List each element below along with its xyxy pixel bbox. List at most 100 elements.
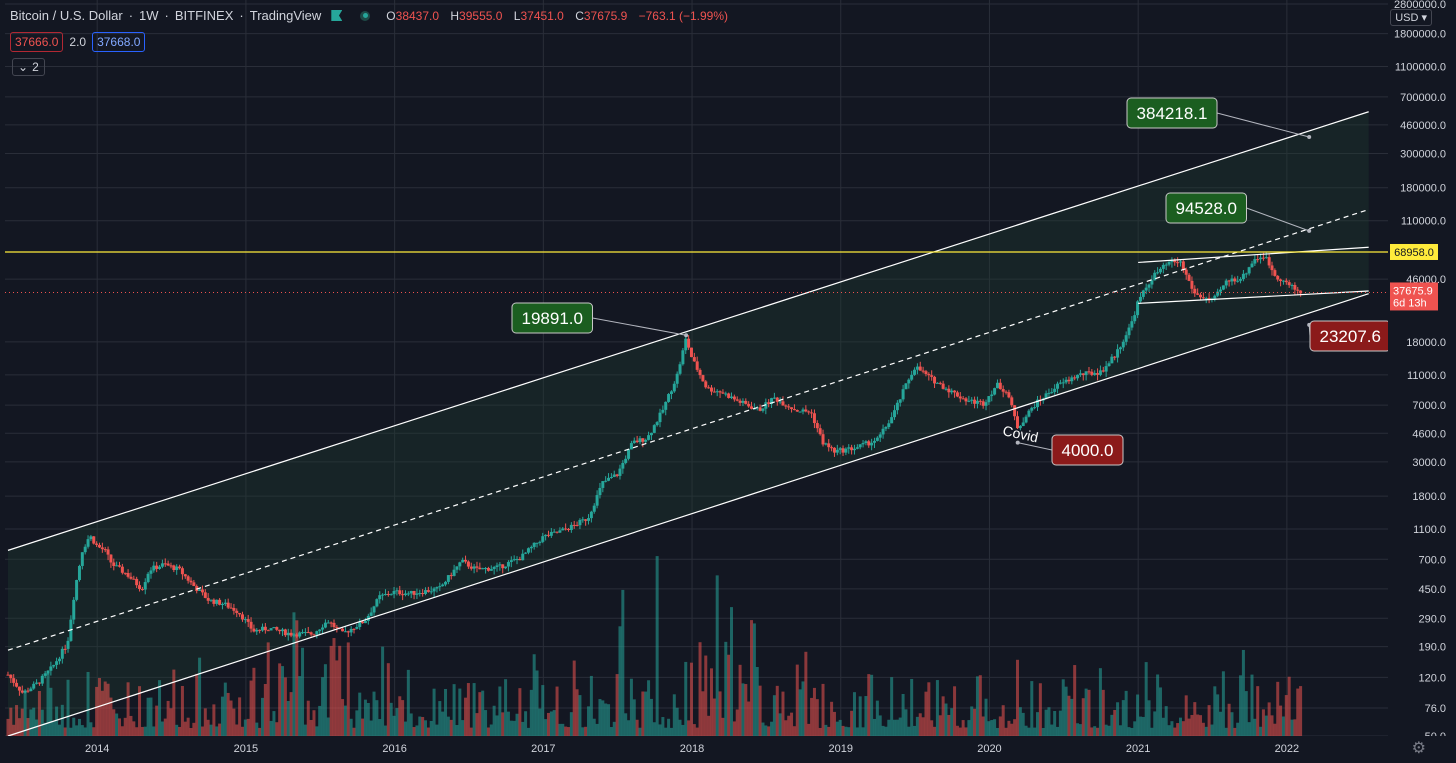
- volume-bar: [1050, 724, 1054, 736]
- candle-body: [1127, 327, 1131, 336]
- volume-bar: [478, 692, 482, 736]
- volume-bar: [401, 700, 405, 736]
- candle-body: [478, 567, 482, 570]
- volume-bar: [398, 696, 402, 736]
- callout-point: [684, 333, 689, 338]
- volume-bar: [578, 695, 582, 736]
- candle-body: [26, 690, 30, 692]
- volume-bar: [781, 691, 785, 736]
- candle-body: [1219, 289, 1223, 292]
- volume-bar: [715, 575, 719, 736]
- volume-bar: [692, 724, 696, 736]
- candle-body: [664, 401, 668, 410]
- candle-body: [1073, 377, 1077, 379]
- volume-bar: [1073, 665, 1077, 736]
- volume-bar: [564, 726, 568, 736]
- volume-bar: [1116, 702, 1120, 736]
- volume-bar: [1096, 727, 1100, 736]
- candle-body: [795, 409, 799, 412]
- symbol-name[interactable]: Bitcoin / U.S. Dollar: [10, 8, 123, 23]
- grid-lines: [5, 0, 1388, 737]
- callout-label: 4000.0: [1062, 441, 1114, 460]
- volume-bar: [747, 701, 751, 736]
- volume-bar: [875, 700, 879, 736]
- candle-body: [169, 565, 173, 567]
- ask-button[interactable]: 37668.0: [92, 32, 146, 52]
- volume-bar: [172, 669, 176, 736]
- candle-body: [635, 440, 639, 443]
- candle-body: [372, 606, 376, 613]
- indicator-toggle[interactable]: ⌄ 2: [12, 58, 45, 76]
- candle-body: [738, 400, 742, 403]
- volume-bar: [689, 662, 693, 736]
- volume-bar: [1018, 707, 1022, 736]
- candle-body: [252, 628, 256, 632]
- candle-body: [1221, 285, 1225, 290]
- ohlc-values: O38437.0 H39555.0 L37451.0 C37675.9 −763…: [386, 8, 729, 23]
- time-tick-label: 2016: [382, 743, 406, 755]
- candle-body: [526, 548, 530, 553]
- price-axis[interactable]: 50.076.0120.0190.0290.0450.0700.01100.01…: [1388, 0, 1456, 763]
- time-axis[interactable]: 2014 2015 2016 2017 2018 2019 2020 2021 2022: [0, 736, 1456, 763]
- candle-body: [944, 388, 948, 390]
- market-status-icon[interactable]: [360, 10, 371, 21]
- spread-value: 2.0: [69, 35, 87, 49]
- candle-body: [301, 632, 305, 634]
- volume-bar: [695, 727, 699, 736]
- candle-body: [240, 614, 244, 620]
- candle-body: [684, 338, 688, 351]
- gear-icon[interactable]: ⚙: [1411, 740, 1426, 757]
- volume-bar: [1156, 674, 1160, 736]
- volume-bar: [75, 725, 79, 736]
- volume-bar: [549, 711, 553, 736]
- volume-bar: [790, 712, 794, 736]
- volume-bar: [252, 667, 256, 736]
- volume-bar: [615, 674, 619, 736]
- volume-bar: [43, 722, 47, 736]
- candle-body: [818, 428, 822, 435]
- candle-body: [1044, 393, 1048, 399]
- candle-body: [258, 629, 262, 631]
- candle-body: [790, 407, 794, 410]
- volume-bar: [990, 720, 994, 736]
- volume-bar: [40, 709, 44, 736]
- volume-bar: [469, 727, 473, 736]
- candle-body: [472, 566, 476, 569]
- candle-body: [1013, 405, 1017, 417]
- candle-body: [1167, 262, 1171, 265]
- candle-body: [938, 382, 942, 384]
- volume-bar: [641, 691, 645, 736]
- candle-body: [1053, 388, 1057, 392]
- change-value: −763.1 (−1.99%): [638, 8, 729, 23]
- callout-point: [1307, 134, 1312, 139]
- candle-body: [1010, 397, 1014, 406]
- candle-body: [715, 391, 719, 393]
- flag-icon[interactable]: [331, 10, 343, 21]
- candle-body: [1270, 265, 1274, 271]
- candle-body: [852, 448, 856, 451]
- candle-body: [518, 559, 522, 561]
- candle-body: [9, 674, 13, 679]
- volume-bar: [775, 685, 779, 736]
- volume-bar: [927, 682, 931, 736]
- volume-bar: [904, 709, 908, 736]
- volume-bar: [967, 720, 971, 736]
- candle-body: [97, 544, 101, 548]
- bid-button[interactable]: 37666.0: [10, 32, 64, 52]
- volume-bar: [80, 725, 84, 736]
- candle-body: [655, 422, 659, 426]
- candle-body: [481, 568, 485, 570]
- volume-bar: [847, 727, 851, 736]
- candle-body: [647, 435, 651, 440]
- candle-body: [1070, 377, 1074, 382]
- volume-bar: [260, 697, 264, 736]
- volume-bar: [1250, 674, 1254, 736]
- currency-select[interactable]: USD ▾: [1390, 9, 1432, 26]
- volume-bar: [664, 727, 668, 736]
- interval[interactable]: 1W: [139, 8, 159, 23]
- candle-body: [772, 397, 776, 399]
- volume-bar: [301, 647, 305, 736]
- candle-body: [1259, 257, 1263, 260]
- candle-body: [506, 562, 510, 567]
